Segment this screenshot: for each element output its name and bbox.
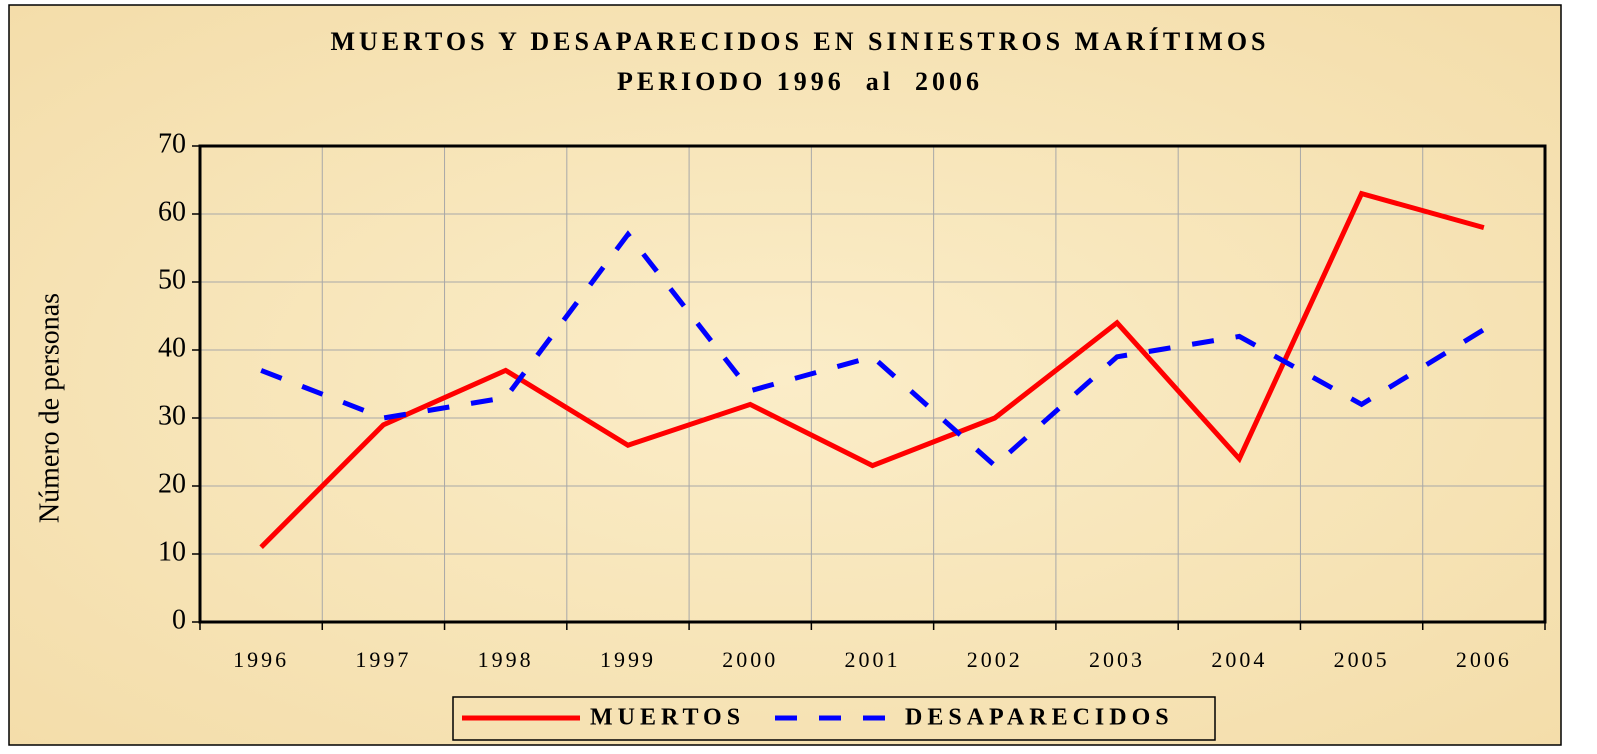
x-tick-label: 2005: [1334, 647, 1390, 672]
series-line: [259, 190, 1485, 549]
x-tick-label: 1996: [233, 647, 289, 672]
chart-frame: [8, 4, 1562, 746]
x-tick-label: 2000: [722, 647, 778, 672]
series-line: [260, 230, 1486, 469]
legend-label: MUERTOS: [590, 705, 745, 731]
plot-border: [198, 144, 1547, 624]
chart-subtitle: PERIODO 1996 al 2006: [617, 67, 983, 96]
x-tick-label: 2006: [1456, 647, 1512, 672]
y-tick-label: 0: [172, 604, 186, 635]
legend-box: [452, 696, 1216, 741]
chart-title: MUERTOS Y DESAPARECIDOS EN SINIESTROS MA…: [330, 27, 1269, 56]
y-tick-label: 50: [158, 264, 186, 295]
y-tick-label: 10: [158, 536, 186, 567]
x-tick-label: 2002: [967, 647, 1023, 672]
legend-label: DESAPARECIDOS: [905, 705, 1174, 731]
x-tick-label: 1997: [355, 647, 411, 672]
x-tick-label: 1998: [478, 647, 534, 672]
x-tick-label: 2004: [1211, 647, 1267, 672]
y-tick-label: 70: [158, 128, 186, 159]
x-tick-label: 2003: [1089, 647, 1145, 672]
y-tick-label: 20: [158, 468, 186, 499]
y-tick-label: 60: [158, 196, 186, 227]
y-tick-label: 30: [158, 400, 186, 431]
lines: [259, 190, 1486, 549]
x-tick-label: 2001: [845, 647, 901, 672]
legend: MUERTOS DESAPARECIDOS: [462, 705, 1174, 731]
y-tick-label: 40: [158, 332, 186, 363]
x-tick-label: 1999: [600, 647, 656, 672]
y-axis-label: Número de personas: [34, 293, 65, 523]
